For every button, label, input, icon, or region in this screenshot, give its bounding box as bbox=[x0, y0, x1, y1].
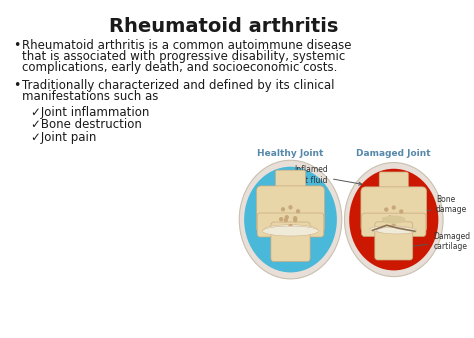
Circle shape bbox=[297, 210, 300, 213]
Text: Bone
damage: Bone damage bbox=[416, 195, 467, 214]
FancyBboxPatch shape bbox=[271, 222, 310, 262]
Text: Rheumatoid arthritis is a common autoimmune disease: Rheumatoid arthritis is a common autoimm… bbox=[22, 39, 352, 52]
Text: Damaged
cartilage: Damaged cartilage bbox=[407, 232, 470, 251]
Circle shape bbox=[385, 227, 388, 230]
Circle shape bbox=[392, 206, 395, 209]
Text: •: • bbox=[13, 39, 20, 52]
Text: ✓Joint inflammation: ✓Joint inflammation bbox=[31, 105, 150, 119]
FancyBboxPatch shape bbox=[257, 213, 324, 237]
Ellipse shape bbox=[377, 227, 417, 234]
Circle shape bbox=[285, 216, 288, 219]
Ellipse shape bbox=[382, 216, 405, 223]
FancyBboxPatch shape bbox=[362, 213, 426, 237]
Circle shape bbox=[397, 218, 400, 221]
Text: ✓Bone destruction: ✓Bone destruction bbox=[31, 118, 142, 131]
Ellipse shape bbox=[263, 226, 319, 236]
Text: Healthy Joint: Healthy Joint bbox=[257, 149, 324, 158]
Circle shape bbox=[385, 208, 388, 211]
Ellipse shape bbox=[349, 169, 438, 270]
Circle shape bbox=[294, 217, 297, 220]
FancyBboxPatch shape bbox=[361, 187, 427, 232]
Circle shape bbox=[397, 217, 400, 220]
Text: Traditionally characterized and defined by its clinical: Traditionally characterized and defined … bbox=[22, 79, 335, 92]
Ellipse shape bbox=[266, 216, 315, 228]
Text: Damaged Joint: Damaged Joint bbox=[356, 149, 431, 158]
Circle shape bbox=[294, 219, 297, 222]
Ellipse shape bbox=[264, 225, 318, 235]
Ellipse shape bbox=[239, 160, 342, 279]
Text: manifestations such as: manifestations such as bbox=[22, 90, 158, 103]
Circle shape bbox=[280, 218, 283, 221]
Circle shape bbox=[400, 210, 403, 213]
Text: complications, early death, and socioeconomic costs.: complications, early death, and socioeco… bbox=[22, 61, 337, 74]
Circle shape bbox=[388, 218, 391, 221]
Circle shape bbox=[297, 227, 300, 231]
Circle shape bbox=[383, 218, 386, 221]
FancyBboxPatch shape bbox=[275, 170, 306, 197]
FancyBboxPatch shape bbox=[256, 186, 325, 233]
Circle shape bbox=[400, 227, 403, 230]
Circle shape bbox=[282, 208, 284, 211]
Ellipse shape bbox=[244, 167, 337, 272]
Text: Rheumatoid arthritis: Rheumatoid arthritis bbox=[109, 17, 338, 36]
Circle shape bbox=[389, 216, 392, 219]
Text: ✓Joint pain: ✓Joint pain bbox=[31, 131, 97, 144]
Circle shape bbox=[392, 224, 395, 227]
FancyBboxPatch shape bbox=[379, 172, 408, 198]
Text: Inflamed
joint fluid: Inflamed joint fluid bbox=[292, 165, 362, 185]
Circle shape bbox=[289, 224, 292, 227]
Circle shape bbox=[289, 206, 292, 209]
Text: •: • bbox=[13, 79, 20, 92]
Ellipse shape bbox=[370, 226, 412, 233]
Circle shape bbox=[282, 227, 284, 231]
Text: that is associated with progressive disability, systemic: that is associated with progressive disa… bbox=[22, 50, 345, 63]
Ellipse shape bbox=[345, 163, 443, 276]
Circle shape bbox=[284, 219, 287, 222]
FancyBboxPatch shape bbox=[375, 222, 413, 260]
